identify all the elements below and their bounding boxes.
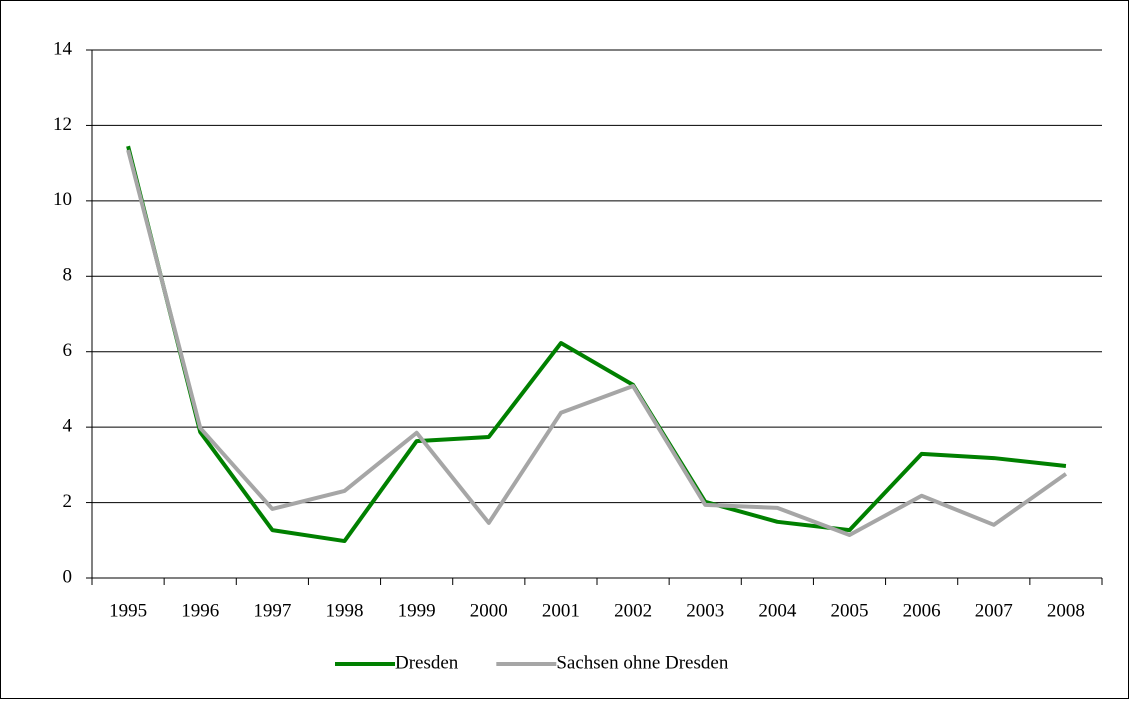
x-tick-label: 2007 <box>975 600 1013 621</box>
y-tick-label: 14 <box>53 38 73 59</box>
x-tick-label: 1997 <box>253 600 291 621</box>
x-tick-label: 2002 <box>614 600 652 621</box>
x-tick-label: 1996 <box>181 600 219 621</box>
legend-label: Dresden <box>395 652 459 673</box>
data-line <box>126 149 1068 538</box>
y-tick-label: 8 <box>63 265 73 286</box>
y-tick-label: 0 <box>63 566 73 587</box>
data-line <box>126 145 1067 544</box>
x-tick-label: 2006 <box>903 600 941 621</box>
y-tick-label: 6 <box>63 340 73 361</box>
x-tick-label: 2001 <box>542 600 580 621</box>
y-tick-label: 2 <box>63 491 73 512</box>
legend-label: Sachsen ohne Dresden <box>556 652 729 673</box>
x-tick-label: 1995 <box>109 600 147 621</box>
x-tick-label: 1998 <box>326 600 364 621</box>
x-tick-label: 2003 <box>686 600 724 621</box>
y-tick-label: 4 <box>63 416 73 437</box>
x-tick-label: 2004 <box>758 600 797 621</box>
y-tick-label: 10 <box>53 189 72 210</box>
x-tick-label: 2005 <box>831 600 869 621</box>
x-tick-label: 2008 <box>1047 600 1085 621</box>
x-tick-label: 1999 <box>398 600 436 621</box>
y-tick-label: 12 <box>53 114 72 135</box>
x-tick-label: 2000 <box>470 600 508 621</box>
